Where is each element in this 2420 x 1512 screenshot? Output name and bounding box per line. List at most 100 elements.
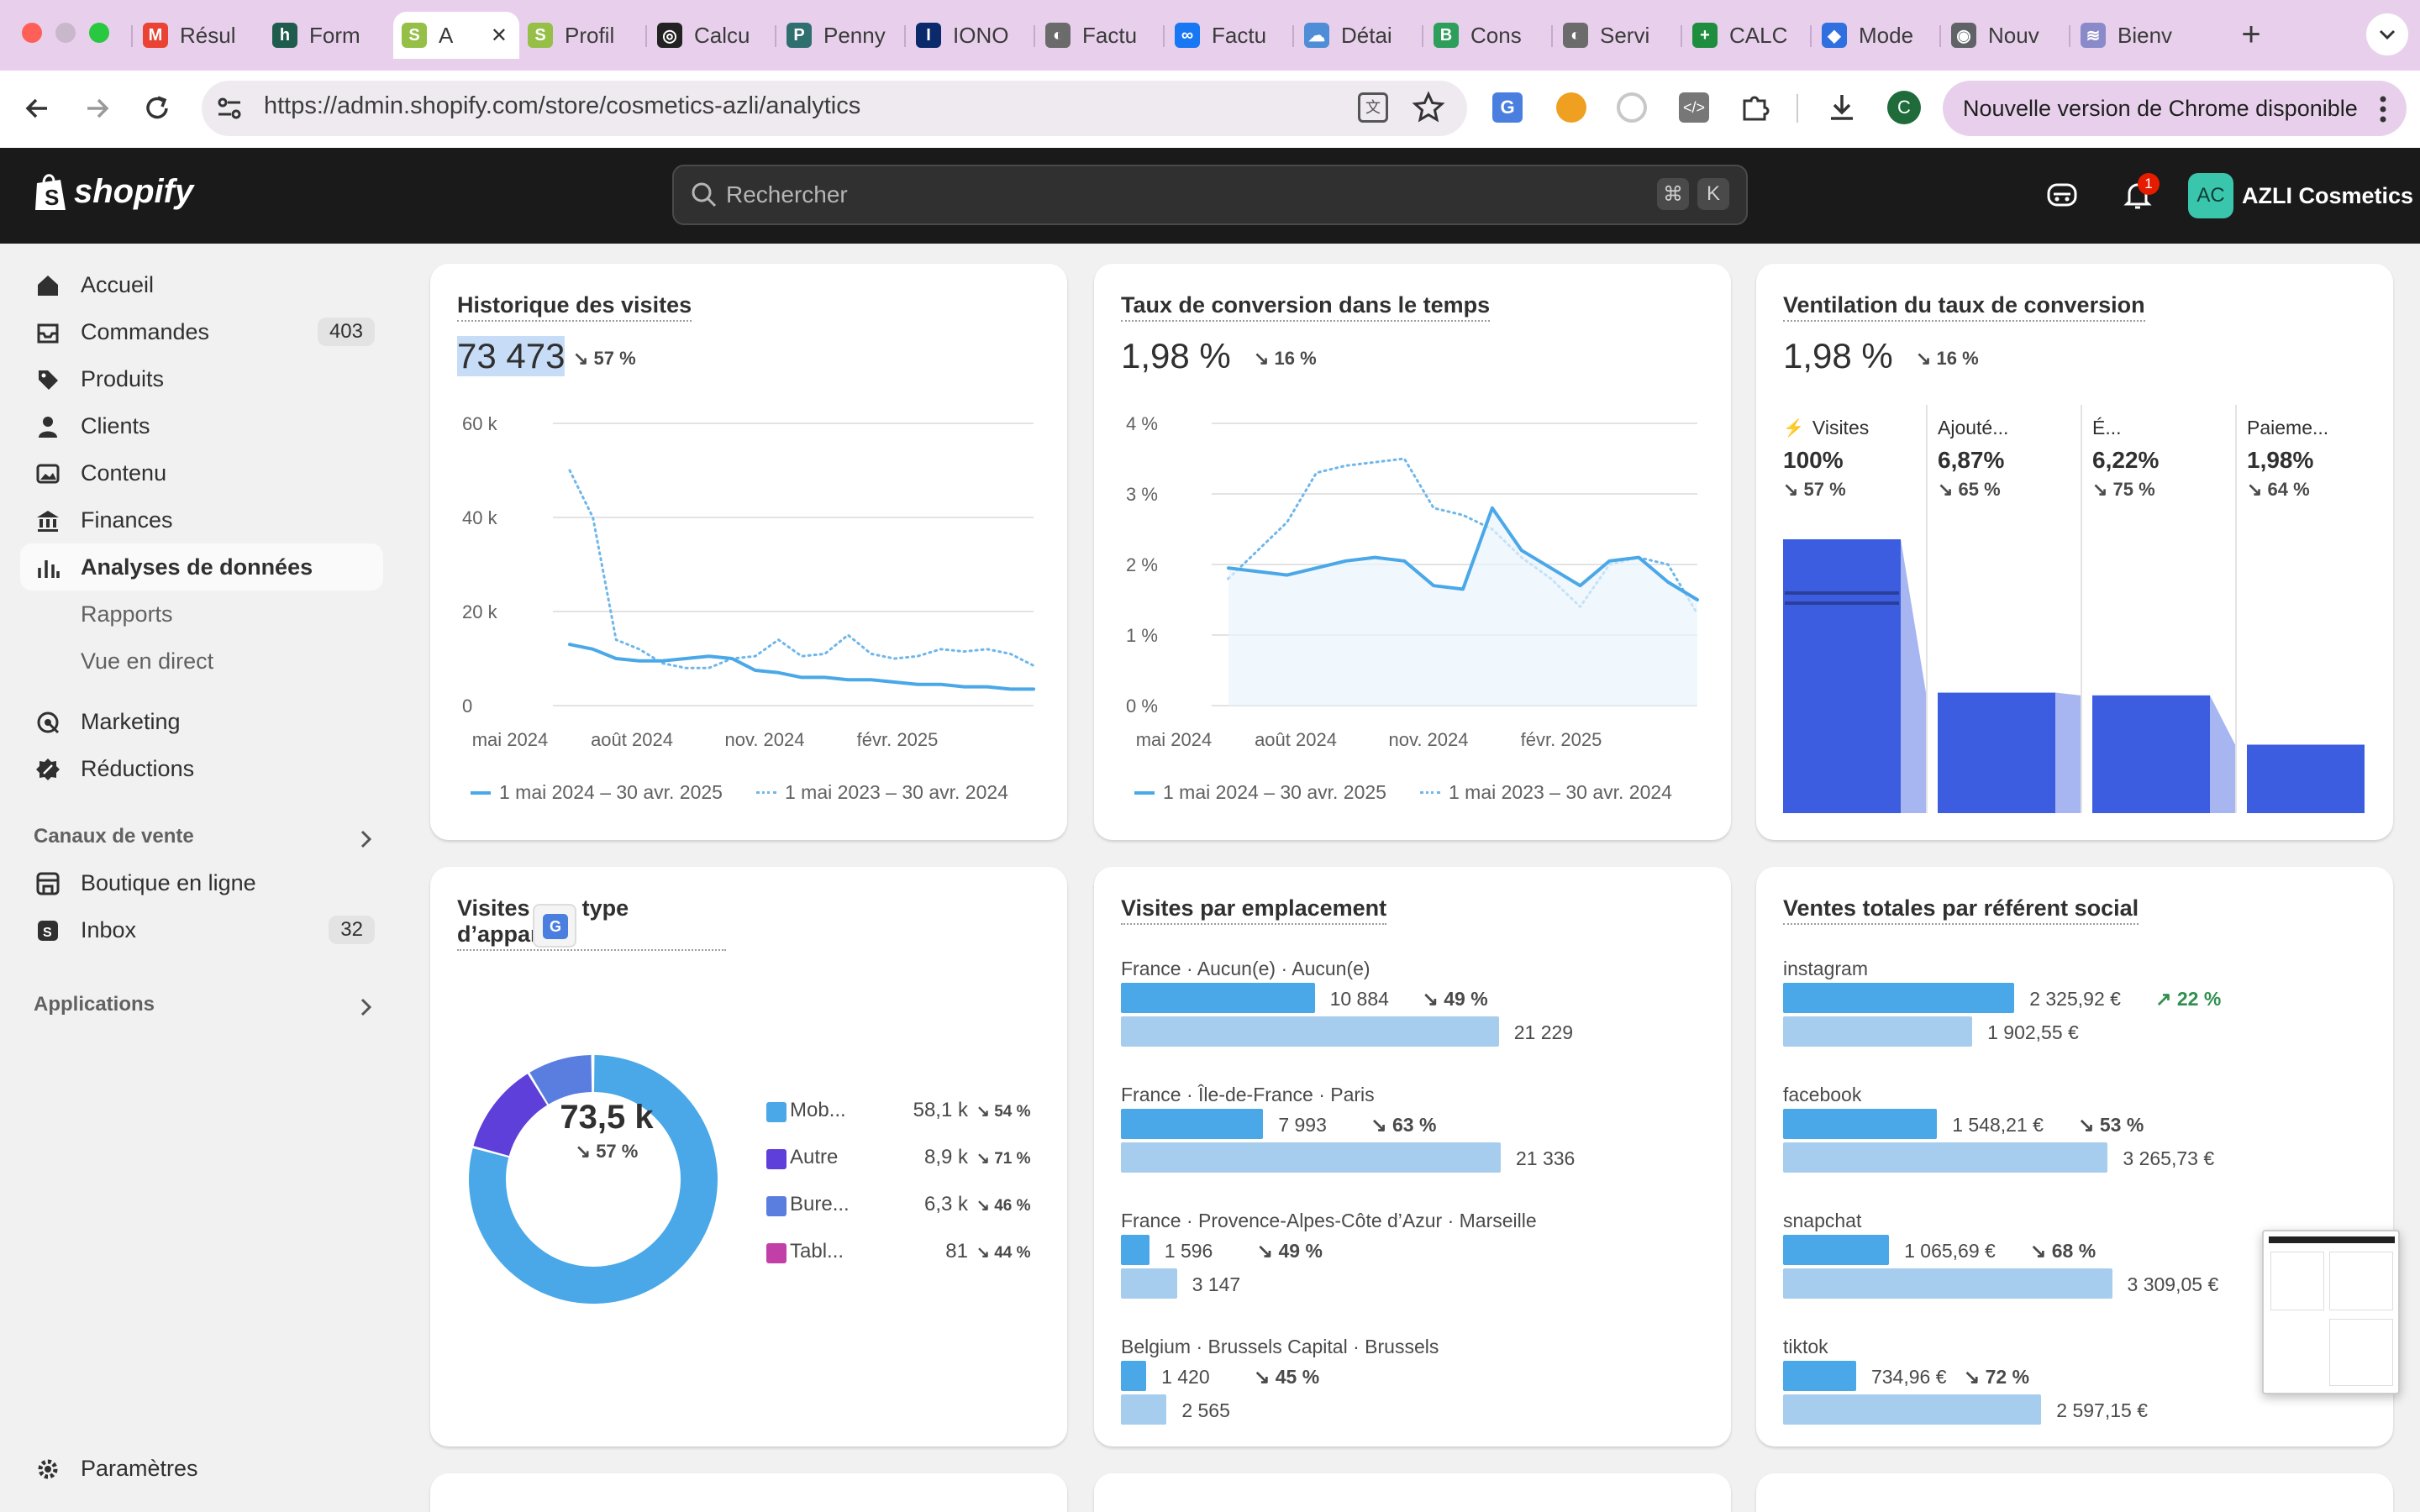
google-translate-extension-icon[interactable]: G <box>1492 92 1523 123</box>
sidebar-item-clients[interactable]: Clients <box>20 402 383 449</box>
current-period-bar[interactable] <box>1783 1235 1890 1265</box>
browser-tab[interactable]: ◉ Nouv <box>1943 12 2072 59</box>
browser-tab[interactable]: ◆ Mode <box>1813 12 1943 59</box>
chrome-update-button[interactable]: Nouvelle version de Chrome disponible <box>1943 81 2407 136</box>
site-settings-icon[interactable] <box>215 94 244 123</box>
browser-tab[interactable]: ◎ Calcu <box>649 12 778 59</box>
new-tab-icon[interactable]: + <box>2241 16 2261 53</box>
browser-tab[interactable]: P Penny <box>778 12 908 59</box>
extensions-puzzle-icon[interactable] <box>1738 91 1771 124</box>
screenshot-thumbnail[interactable] <box>2262 1230 2400 1394</box>
device-legend-label[interactable]: Autre <box>790 1146 839 1168</box>
url-text[interactable]: https://admin.shopify.com/store/cosmetic… <box>264 92 861 119</box>
bar-category-label[interactable]: facebook <box>1783 1084 1862 1105</box>
shopify-logo-text[interactable]: shopify <box>74 173 194 210</box>
close-window-icon[interactable] <box>22 23 42 43</box>
current-period-bar[interactable] <box>1121 1235 1150 1265</box>
close-tab-icon[interactable]: ✕ <box>490 24 508 47</box>
sidebar-item-r-ductions[interactable]: Réductions <box>20 745 383 792</box>
donut-slice-1[interactable] <box>473 1074 548 1157</box>
browser-tab[interactable]: B Cons <box>1425 12 1555 59</box>
translate-popup-button[interactable]: G <box>533 904 576 948</box>
minimize-window-icon[interactable] <box>55 23 76 43</box>
admin-search-input[interactable] <box>672 165 1748 225</box>
browser-tab[interactable]: S Profil <box>519 12 649 59</box>
current-period-bar[interactable] <box>1783 983 2015 1013</box>
previous-period-bar[interactable] <box>1121 1394 1167 1425</box>
sidebar-item-param-tres[interactable]: Paramètres <box>20 1445 383 1492</box>
browser-tab[interactable]: h Form <box>264 12 393 59</box>
current-period-bar[interactable] <box>1121 1109 1264 1139</box>
sidebar-item-accueil[interactable]: Accueil <box>20 261 383 308</box>
reload-icon[interactable] <box>141 92 173 124</box>
bar-category-label[interactable]: France · Aucun(e) · Aucun(e) <box>1121 958 1370 979</box>
device-legend-label[interactable]: Mob... <box>790 1099 846 1121</box>
bar-category-label[interactable]: instagram <box>1783 958 1868 979</box>
conversion-title[interactable]: Taux de conversion dans le temps <box>1121 292 1491 322</box>
store-name[interactable]: AZLI Cosmetics <box>2242 183 2414 208</box>
sidebar-item-analyses-de-donn-es[interactable]: Analyses de données <box>20 543 383 591</box>
social-title[interactable]: Ventes totales par référent social <box>1783 895 2139 925</box>
previous-period-bar[interactable] <box>1783 1268 2112 1299</box>
sidebar-subitem-0[interactable]: Rapports <box>81 601 173 627</box>
download-icon[interactable] <box>1825 91 1859 124</box>
browser-tab[interactable]: ◐ Servi <box>1555 12 1684 59</box>
extension-icon[interactable] <box>1556 92 1586 123</box>
tab-search-button[interactable] <box>2366 13 2408 55</box>
browser-tab[interactable]: S A ✕ <box>393 12 519 59</box>
funnel-bar-1[interactable] <box>1938 692 2055 813</box>
more-menu-icon[interactable] <box>2375 94 2391 124</box>
link-extension-icon[interactable] <box>1617 92 1647 123</box>
sidebar-item-inbox[interactable]: S Inbox 32 <box>20 906 383 953</box>
funnel-bar-3[interactable] <box>2247 744 2365 814</box>
device-legend-label[interactable]: Tabl... <box>790 1240 844 1263</box>
shopify-bag-icon[interactable]: S <box>32 171 69 213</box>
sidebar-item-commandes[interactable]: Commandes 403 <box>20 308 383 355</box>
funnel-bar-0[interactable] <box>1783 539 1901 813</box>
browser-tab[interactable]: + CALC <box>1684 12 1813 59</box>
previous-period-bar[interactable] <box>1783 1142 2108 1173</box>
code-extension-icon[interactable]: </> <box>1679 92 1709 123</box>
funnel-bar-2[interactable] <box>2092 695 2210 813</box>
forward-icon[interactable] <box>81 92 113 124</box>
bar-category-label[interactable]: tiktok <box>1783 1336 1828 1357</box>
browser-tab[interactable]: ◐ Factu <box>1037 12 1166 59</box>
translate-icon[interactable]: 文 <box>1358 92 1388 123</box>
address-bar[interactable] <box>202 81 1467 136</box>
browser-tab[interactable]: ∞ Factu <box>1166 12 1296 59</box>
previous-period-bar[interactable] <box>1121 1016 1499 1047</box>
chevron-right-icon[interactable] <box>358 995 375 1020</box>
sidebar-item-marketing[interactable]: Marketing <box>20 698 383 745</box>
locations-title[interactable]: Visites par emplacement <box>1121 895 1387 925</box>
browser-tab[interactable]: M Résul <box>134 12 264 59</box>
sales-channels-heading[interactable]: Canaux de vente <box>34 825 194 848</box>
current-period-bar[interactable] <box>1121 983 1315 1013</box>
donut-slice-0[interactable] <box>469 1055 718 1304</box>
store-avatar[interactable]: AC <box>2188 173 2233 218</box>
current-period-bar[interactable] <box>1783 1109 1938 1139</box>
browser-tab[interactable]: ≋ Bienv <box>2072 12 2202 59</box>
current-period-bar[interactable] <box>1121 1361 1147 1391</box>
sidebar-item-boutique-en-ligne[interactable]: Boutique en ligne <box>20 859 383 906</box>
sidebar-item-finances[interactable]: Finances <box>20 496 383 543</box>
device-legend-label[interactable]: Bure... <box>790 1193 850 1215</box>
profile-avatar[interactable]: C <box>1887 91 1921 124</box>
bar-category-label[interactable]: France · Provence-Alpes-Côte d’Azur · Ma… <box>1121 1210 1537 1231</box>
sidekick-icon[interactable] <box>2045 180 2079 210</box>
donut-slice-2[interactable] <box>529 1055 592 1105</box>
sidebar-subitem-1[interactable]: Vue en direct <box>81 648 214 674</box>
previous-period-bar[interactable] <box>1121 1142 1501 1173</box>
chevron-right-icon[interactable] <box>358 827 375 852</box>
browser-tab[interactable]: I IONO <box>908 12 1037 59</box>
sidebar-item-contenu[interactable]: Contenu <box>20 449 383 496</box>
maximize-window-icon[interactable] <box>89 23 109 43</box>
applications-heading[interactable]: Applications <box>34 993 155 1016</box>
bar-category-label[interactable]: France · Île-de-France · Paris <box>1121 1084 1375 1105</box>
visits-title[interactable]: Historique des visites <box>457 292 692 322</box>
back-icon[interactable] <box>22 92 54 124</box>
devices-title[interactable]: Visites type d’appareil <box>457 895 726 951</box>
funnel-title[interactable]: Ventilation du taux de conversion <box>1783 292 2145 322</box>
browser-tab[interactable]: ☁ Détai <box>1296 12 1425 59</box>
bar-category-label[interactable]: Belgium · Brussels Capital · Brussels <box>1121 1336 1439 1357</box>
previous-period-bar[interactable] <box>1121 1268 1177 1299</box>
